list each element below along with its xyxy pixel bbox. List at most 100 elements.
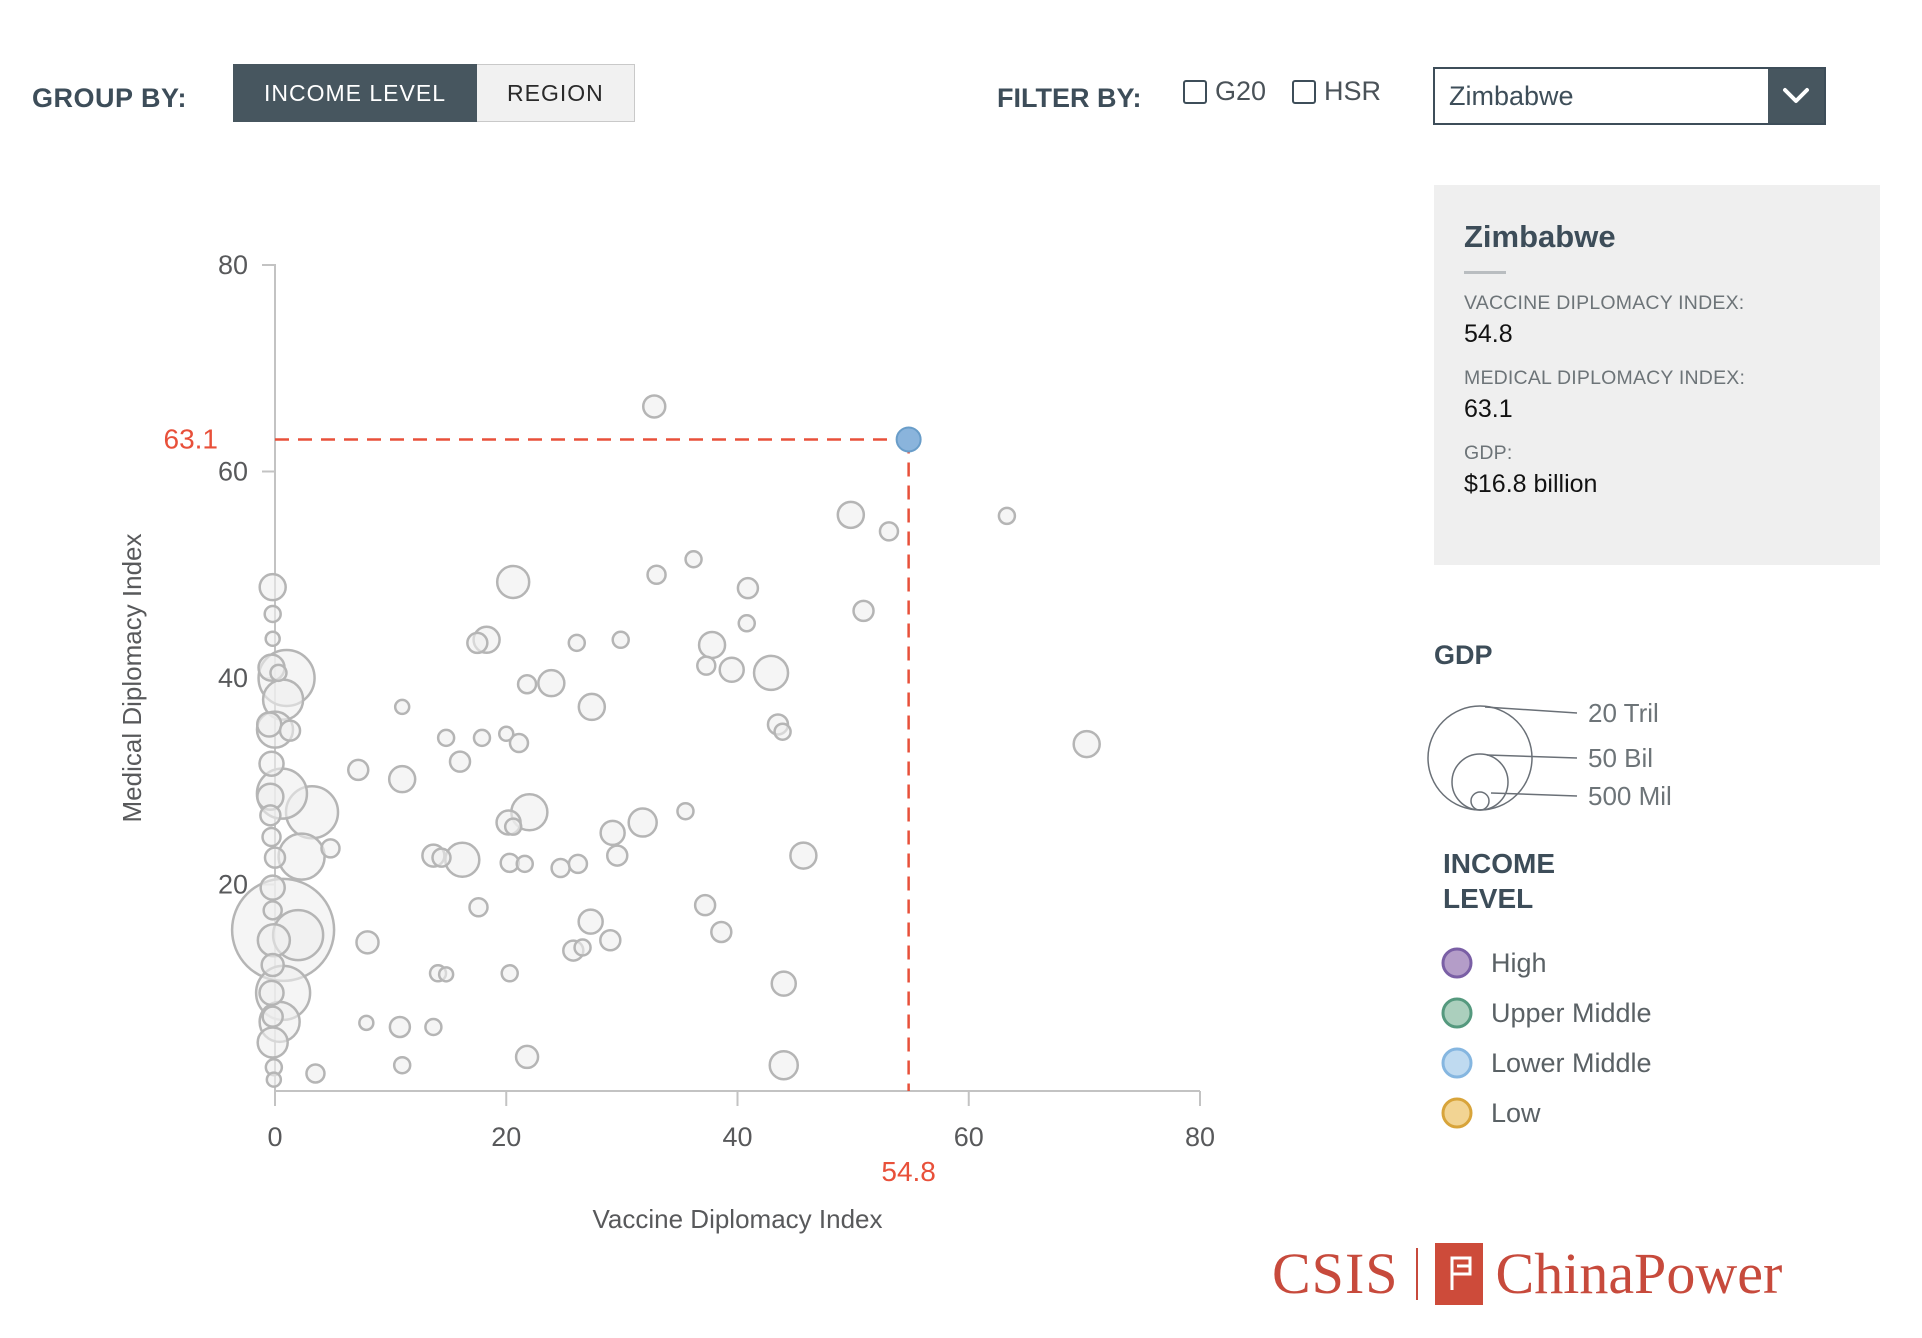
country-bubble[interactable] (498, 725, 515, 743)
country-bubble[interactable] (278, 719, 302, 742)
country-bubble[interactable] (263, 604, 282, 624)
country-bubble[interactable] (263, 846, 287, 869)
medical-index-label: MEDICAL DIPLOMACY INDEX: (1464, 367, 1746, 389)
country-bubble[interactable] (393, 698, 411, 716)
country-bubble[interactable] (606, 844, 629, 867)
country-bubble[interactable] (355, 930, 380, 955)
country-bubble[interactable] (258, 572, 287, 602)
country-bubble[interactable] (599, 929, 622, 952)
country-bubble[interactable] (320, 838, 341, 859)
country-bubble[interactable] (577, 692, 607, 722)
gdp-value: $16.8 billion (1464, 470, 1598, 498)
country-bubble[interactable] (260, 952, 285, 978)
country-bubble[interactable] (269, 663, 288, 683)
country-bubble[interactable] (508, 732, 530, 754)
g20-checkbox[interactable] (1183, 79, 1207, 104)
zimbabwe-point[interactable] (895, 426, 922, 453)
legend-item-lower-middle[interactable]: Lower Middle (1440, 1038, 1652, 1088)
high-income-swatch (1441, 947, 1473, 979)
country-bubble[interactable] (789, 841, 818, 870)
y-axis-title: Medical Diplomacy Index (117, 533, 147, 822)
country-bubble[interactable] (256, 923, 292, 958)
country-bubble[interactable] (347, 758, 370, 782)
country-bubble[interactable] (448, 750, 472, 773)
country-bubble[interactable] (472, 728, 492, 748)
vaccine-index-label: VACCINE DIPLOMACY INDEX: (1464, 292, 1745, 314)
country-bubble[interactable] (1072, 729, 1101, 759)
country-bubble[interactable] (514, 1044, 540, 1070)
y-tick-label: 20 (218, 870, 248, 900)
country-bubble[interactable] (392, 1055, 412, 1075)
country-bubble[interactable] (258, 979, 285, 1007)
country-bubble[interactable] (495, 564, 531, 600)
country-bubble[interactable] (431, 847, 452, 868)
country-bubble[interactable] (437, 966, 455, 983)
country-bubble[interactable] (770, 970, 797, 997)
country-bubble[interactable] (259, 874, 286, 901)
country-bubble[interactable] (718, 656, 745, 683)
country-bubble[interactable] (599, 819, 626, 847)
csis-chinapower-logo[interactable]: CSIS ChinaPower (1272, 1240, 1782, 1307)
country-bubble[interactable] (468, 896, 489, 918)
country-bubble[interactable] (697, 630, 727, 660)
country-bubble[interactable] (852, 599, 875, 623)
country-bubble[interactable] (436, 728, 456, 748)
country-bubble[interactable] (387, 764, 417, 794)
hsr-checkbox[interactable] (1292, 79, 1317, 104)
country-bubble[interactable] (503, 817, 523, 836)
income-legend-title-line1: INCOME (1443, 848, 1555, 879)
country-bubble[interactable] (642, 394, 667, 419)
country-bubble[interactable] (997, 506, 1017, 526)
highlight-y-value: 63.1 (164, 423, 219, 454)
country-bubble[interactable] (258, 750, 285, 777)
toggle-region[interactable]: REGION (477, 64, 635, 122)
country-bubble[interactable] (878, 521, 900, 542)
country-bubble[interactable] (256, 1026, 289, 1059)
country-bubble[interactable] (646, 564, 667, 585)
country-bubble[interactable] (684, 550, 703, 569)
country-bubble[interactable] (264, 630, 281, 648)
country-bubble[interactable] (693, 893, 717, 917)
country-bubble[interactable] (550, 857, 571, 879)
country-bubble[interactable] (567, 633, 587, 653)
country-bubble[interactable] (255, 711, 283, 738)
gdp-circle-small (1470, 791, 1490, 811)
country-bubble[interactable] (737, 614, 756, 633)
country-bubble[interactable] (500, 964, 519, 983)
country-bubble[interactable] (261, 1005, 284, 1028)
country-bubble[interactable] (388, 1015, 412, 1039)
gdp-leader-line-medium (1486, 754, 1578, 759)
country-bubble[interactable] (537, 668, 566, 698)
country-bubble[interactable] (696, 655, 717, 676)
gdp-circle-medium (1451, 753, 1509, 811)
country-bubble[interactable] (265, 1071, 283, 1088)
country-bubble[interactable] (736, 576, 760, 600)
country-bubble[interactable] (773, 722, 792, 741)
country-bubble[interactable] (259, 804, 282, 827)
country-bubble[interactable] (515, 854, 534, 874)
country-bubble[interactable] (611, 630, 630, 650)
chevron-down-icon[interactable] (1768, 69, 1824, 123)
info-panel-divider (1464, 271, 1506, 274)
country-bubble[interactable] (836, 500, 866, 530)
country-bubble[interactable] (466, 631, 489, 655)
country-bubble[interactable] (710, 920, 733, 944)
country-bubble[interactable] (768, 1049, 799, 1081)
country-bubble[interactable] (627, 807, 658, 838)
country-bubble[interactable] (577, 908, 604, 935)
country-bubble[interactable] (573, 938, 592, 957)
country-bubble[interactable] (358, 1014, 375, 1032)
country-select[interactable]: Zimbabwe (1433, 67, 1826, 125)
legend-item-upper-middle[interactable]: Upper Middle (1440, 988, 1652, 1038)
legend-item-low[interactable]: Low (1440, 1088, 1652, 1138)
toggle-income-level[interactable]: INCOME LEVEL (233, 64, 477, 122)
country-bubble[interactable] (567, 853, 589, 875)
country-bubble[interactable] (676, 801, 695, 821)
legend-item-high[interactable]: High (1440, 938, 1652, 988)
country-bubble[interactable] (262, 900, 283, 921)
country-bubble[interactable] (516, 673, 538, 695)
country-bubble[interactable] (752, 654, 790, 692)
country-bubble[interactable] (305, 1063, 326, 1084)
country-bubble[interactable] (261, 826, 282, 848)
country-bubble[interactable] (424, 1017, 443, 1037)
